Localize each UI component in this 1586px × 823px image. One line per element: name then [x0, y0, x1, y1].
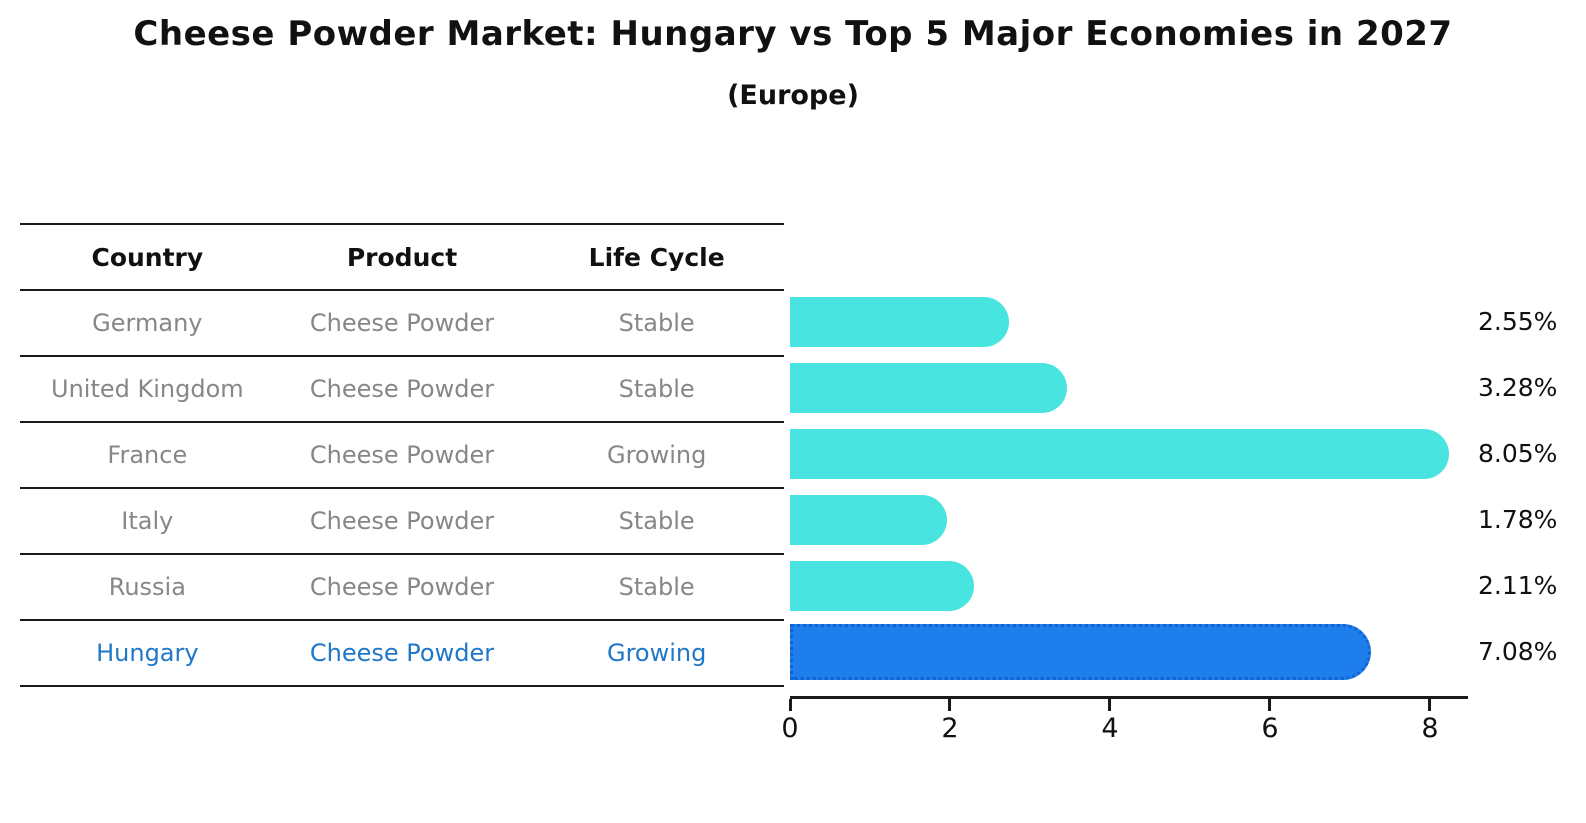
cell-product: Cheese Powder: [309, 309, 495, 337]
column-header-life-cycle: Life Cycle: [588, 242, 725, 272]
bar-value-label: 8.05%: [1478, 439, 1558, 468]
x-tick-mark: [1108, 699, 1111, 711]
bar-value-label: 7.08%: [1478, 637, 1558, 666]
bar-value-label: 3.28%: [1478, 373, 1558, 402]
cell-country: United Kingdom: [51, 375, 244, 403]
bar-value-label: 1.78%: [1478, 505, 1558, 534]
x-tick-mark: [789, 699, 792, 711]
bar-hungary: [790, 624, 1371, 680]
cell-life-cycle: Stable: [618, 507, 695, 535]
bar-germany: [790, 297, 1009, 347]
x-axis-line: [790, 696, 1468, 699]
x-tick-label: 8: [1421, 713, 1439, 744]
table-row-united-kingdom: United Kingdom Cheese Powder Stable: [20, 357, 784, 423]
bar-italy: [790, 495, 947, 545]
cell-product: Cheese Powder: [309, 639, 495, 667]
cell-product: Cheese Powder: [309, 441, 495, 469]
column-header-product: Product: [346, 242, 458, 272]
cell-life-cycle: Stable: [618, 309, 695, 337]
table-row-hungary: Hungary Cheese Powder Growing: [20, 621, 784, 687]
x-tick-mark: [1428, 699, 1431, 711]
bar-value-label: 2.11%: [1478, 571, 1558, 600]
x-tick-mark: [1268, 699, 1271, 711]
bar-france: [790, 429, 1449, 479]
cell-life-cycle: Stable: [618, 375, 695, 403]
x-tick-label: 6: [1261, 713, 1279, 744]
x-tick-label: 4: [1101, 713, 1119, 744]
table-row-italy: Italy Cheese Powder Stable: [20, 489, 784, 555]
country-table: Country Product Life Cycle Germany Cheese…: [20, 223, 784, 687]
x-tick-label: 2: [941, 713, 959, 744]
cell-product: Cheese Powder: [309, 573, 495, 601]
table-row-russia: Russia Cheese Powder Stable: [20, 555, 784, 621]
cell-country: Germany: [92, 309, 203, 337]
chart-title: Cheese Powder Market: Hungary vs Top 5 M…: [133, 14, 1453, 54]
cell-life-cycle: Growing: [606, 639, 707, 667]
cell-country: Hungary: [96, 639, 199, 667]
bar-russia: [790, 561, 974, 611]
table-row-france: France Cheese Powder Growing: [20, 423, 784, 489]
cell-life-cycle: Stable: [618, 573, 695, 601]
cell-country: France: [107, 441, 188, 469]
x-tick-mark: [948, 699, 951, 711]
cell-country: Russia: [108, 573, 186, 601]
x-tick-label: 0: [781, 713, 799, 744]
cell-country: Italy: [121, 507, 174, 535]
table-body: Germany Cheese Powder Stable United Kingdom…: [20, 291, 784, 687]
table-row-germany: Germany Cheese Powder Stable: [20, 291, 784, 357]
table-header-row: Country Product Life Cycle: [20, 225, 784, 291]
bar-value-label: 2.55%: [1478, 307, 1558, 336]
cell-product: Cheese Powder: [309, 375, 495, 403]
chart-subtitle: (Europe): [727, 80, 859, 111]
cell-product: Cheese Powder: [309, 507, 495, 535]
bar-united-kingdom: [790, 363, 1067, 413]
column-header-country: Country: [91, 242, 204, 272]
cell-life-cycle: Growing: [606, 441, 707, 469]
